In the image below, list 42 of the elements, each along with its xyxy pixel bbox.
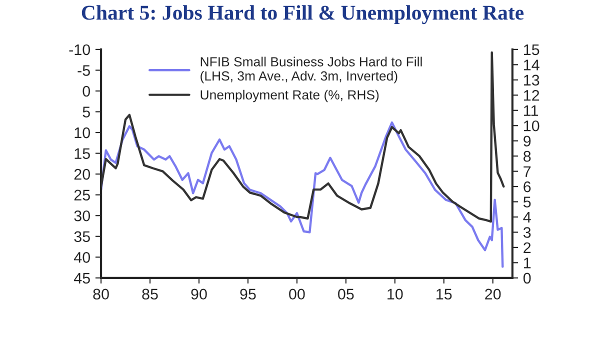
line-series — [101, 51, 505, 223]
y2-tick-label: 14 — [524, 60, 540, 70]
legend-label: Unemployment Rate (%, RHS) — [200, 90, 379, 102]
y2-tick-label: 15 — [524, 44, 540, 56]
y-tick-label: 40 — [74, 252, 90, 263]
x-tick-label: 95 — [240, 288, 256, 300]
y2-tick-label: 8 — [524, 150, 531, 162]
x-tick-label: 00 — [289, 288, 305, 300]
y2-tick-label: 2 — [524, 242, 531, 253]
y-tick-label: 35 — [74, 231, 90, 242]
y-tick-label: 25 — [74, 190, 90, 201]
y-tick-label: 20 — [74, 168, 90, 180]
y-tick-label: 10 — [74, 127, 90, 138]
x-tick-label: 10 — [388, 288, 403, 300]
x-tick-label: 05 — [338, 288, 354, 300]
y2-tick-label: 4 — [523, 212, 531, 223]
x-tick-label: 15 — [436, 288, 452, 300]
x-tick-label: 90 — [191, 288, 207, 300]
y-tick-label: 5 — [82, 106, 90, 118]
y2-tick-label: 3 — [523, 227, 531, 238]
y2-tick-label: 7 — [524, 166, 531, 177]
y2-tick-label: 1 — [524, 258, 531, 268]
y2-tick-label: 6 — [524, 181, 531, 192]
x-tick-label: 20 — [485, 288, 501, 300]
y2-tick-label: 12 — [524, 90, 540, 101]
y2-tick-label: 0 — [523, 272, 531, 284]
y2-tick-label: 10 — [524, 120, 540, 132]
y-tick-label: -5 — [78, 65, 90, 76]
x-tick-label: 80 — [93, 288, 109, 300]
x-tick-label: 85 — [142, 288, 158, 300]
chart-title: Chart 5: Jobs Hard to Fill & Unemployment Rate — [82, 5, 524, 24]
y-tick-label: 0 — [82, 86, 90, 97]
legend-label: NFIB Small Business Jobs Hard to Fill (LHS, 3m Ave., Adv. 3m, Inverted) — [200, 56, 422, 84]
y2-tick-label: 11 — [524, 105, 538, 116]
y2-tick-label: 9 — [524, 136, 531, 147]
y-tick-label: 15 — [74, 148, 90, 159]
y-tick-label: -10 — [69, 44, 90, 56]
y-tick-label: 45 — [74, 272, 90, 284]
y-tick-label: 30 — [74, 210, 90, 222]
y2-tick-label: 5 — [523, 196, 531, 208]
y2-tick-label: 13 — [524, 74, 540, 86]
line-series — [101, 121, 504, 268]
